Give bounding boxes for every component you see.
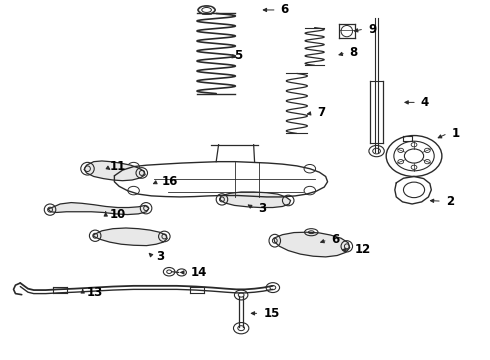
Polygon shape bbox=[94, 228, 167, 246]
Text: 13: 13 bbox=[87, 287, 103, 300]
Text: 14: 14 bbox=[190, 266, 207, 279]
Text: 16: 16 bbox=[161, 175, 178, 188]
Text: 6: 6 bbox=[281, 4, 289, 17]
Polygon shape bbox=[84, 161, 145, 181]
Text: 7: 7 bbox=[317, 107, 325, 120]
Text: 4: 4 bbox=[421, 96, 429, 109]
Text: 5: 5 bbox=[234, 49, 243, 62]
Text: 10: 10 bbox=[110, 208, 126, 221]
Text: 3: 3 bbox=[157, 251, 165, 264]
Text: 15: 15 bbox=[263, 307, 280, 320]
Text: 11: 11 bbox=[110, 160, 126, 173]
Text: 3: 3 bbox=[258, 202, 267, 215]
Text: 9: 9 bbox=[368, 23, 376, 36]
Text: 2: 2 bbox=[446, 195, 454, 208]
Text: 6: 6 bbox=[331, 234, 340, 247]
Polygon shape bbox=[274, 232, 350, 257]
Polygon shape bbox=[48, 203, 149, 215]
Text: 8: 8 bbox=[350, 46, 358, 59]
Polygon shape bbox=[220, 192, 291, 207]
Text: 1: 1 bbox=[451, 127, 460, 140]
Text: 12: 12 bbox=[354, 243, 371, 256]
